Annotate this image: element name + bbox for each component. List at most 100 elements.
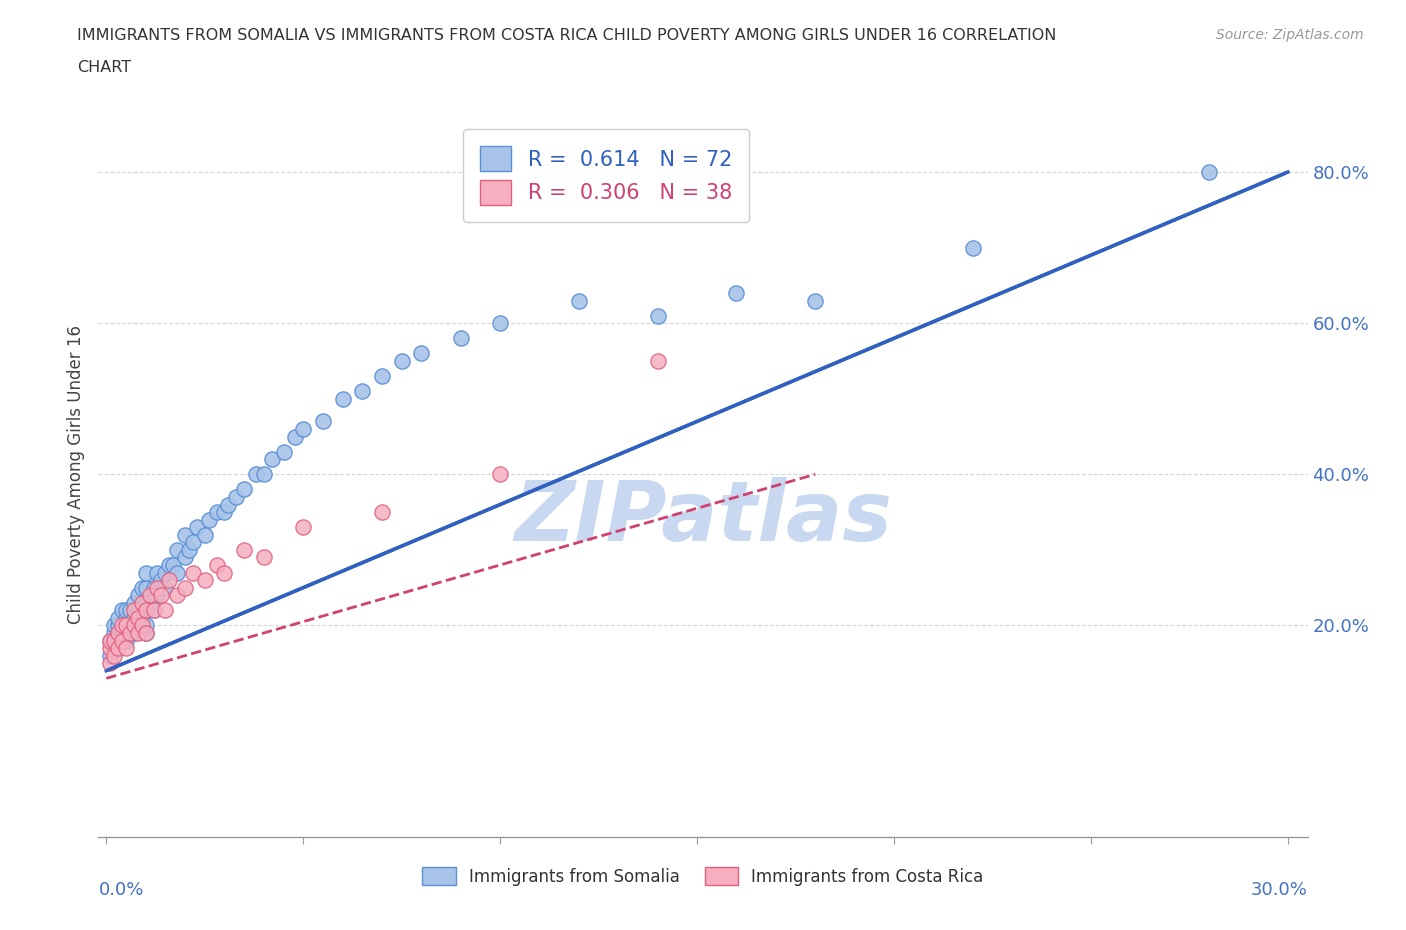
Point: [150, 573, 173, 588]
Point: [292, 421, 315, 436]
Point: [725, 286, 748, 300]
Point: [122, 618, 145, 633]
Point: [450, 331, 472, 346]
Point: [107, 641, 129, 656]
Point: [122, 595, 145, 610]
Text: 0.0%: 0.0%: [98, 881, 143, 898]
Point: [205, 505, 228, 520]
Point: [131, 618, 153, 633]
Point: [142, 603, 165, 618]
Point: [253, 467, 276, 482]
Point: [98, 633, 121, 648]
Point: [115, 633, 138, 648]
Point: [312, 414, 335, 429]
Point: [122, 610, 145, 625]
Point: [135, 595, 157, 610]
Point: [292, 520, 315, 535]
Point: [253, 550, 276, 565]
Point: [127, 618, 149, 633]
Point: [391, 353, 413, 368]
Point: [181, 535, 204, 550]
Point: [146, 580, 169, 595]
Point: [174, 527, 197, 542]
Text: ZIPatlas: ZIPatlas: [515, 477, 891, 558]
Point: [118, 603, 141, 618]
Point: [131, 595, 153, 610]
Point: [111, 633, 134, 648]
Point: [115, 641, 138, 656]
Point: [225, 489, 247, 504]
Point: [568, 293, 591, 308]
Point: [135, 565, 157, 580]
Text: Source: ZipAtlas.com: Source: ZipAtlas.com: [1216, 28, 1364, 42]
Point: [118, 618, 141, 633]
Point: [217, 498, 239, 512]
Point: [371, 505, 394, 520]
Point: [194, 573, 217, 588]
Point: [197, 512, 219, 527]
Point: [233, 542, 256, 557]
Point: [142, 603, 165, 618]
Point: [273, 445, 295, 459]
Point: [135, 626, 157, 641]
Point: [111, 626, 134, 641]
Point: [98, 633, 121, 648]
Point: [135, 603, 157, 618]
Point: [647, 308, 669, 323]
Text: 30.0%: 30.0%: [1251, 881, 1308, 898]
Point: [233, 482, 256, 497]
Point: [166, 542, 188, 557]
Point: [131, 610, 153, 625]
Point: [157, 558, 180, 573]
Point: [489, 316, 512, 331]
Point: [103, 633, 125, 648]
Point: [174, 580, 197, 595]
Point: [115, 610, 138, 625]
Point: [284, 429, 307, 444]
Point: [146, 565, 169, 580]
Point: [111, 618, 134, 633]
Point: [142, 580, 165, 595]
Point: [118, 626, 141, 641]
Point: [150, 588, 173, 603]
Point: [135, 618, 157, 633]
Point: [411, 346, 433, 361]
Point: [332, 392, 354, 406]
Point: [127, 588, 149, 603]
Point: [166, 565, 188, 580]
Point: [122, 603, 145, 618]
Point: [111, 603, 134, 618]
Point: [157, 573, 180, 588]
Point: [146, 588, 169, 603]
Point: [177, 542, 200, 557]
Point: [107, 633, 129, 648]
Point: [1198, 165, 1220, 179]
Point: [103, 648, 125, 663]
Point: [127, 610, 149, 625]
Point: [127, 603, 149, 618]
Point: [135, 626, 157, 641]
Point: [98, 656, 121, 671]
Point: [155, 580, 177, 595]
Point: [214, 505, 236, 520]
Point: [214, 565, 236, 580]
Point: [138, 588, 160, 603]
Point: [962, 240, 984, 255]
Point: [162, 558, 184, 573]
Point: [115, 603, 138, 618]
Point: [98, 648, 121, 663]
Point: [371, 368, 394, 383]
Point: [103, 618, 125, 633]
Point: [205, 558, 228, 573]
Point: [352, 384, 374, 399]
Point: [98, 641, 121, 656]
Point: [127, 626, 149, 641]
Point: [260, 452, 283, 467]
Point: [174, 550, 197, 565]
Point: [194, 527, 217, 542]
Point: [115, 618, 138, 633]
Legend: Immigrants from Somalia, Immigrants from Costa Rica: Immigrants from Somalia, Immigrants from…: [413, 859, 993, 894]
Point: [135, 603, 157, 618]
Text: IMMIGRANTS FROM SOMALIA VS IMMIGRANTS FROM COSTA RICA CHILD POVERTY AMONG GIRLS : IMMIGRANTS FROM SOMALIA VS IMMIGRANTS FR…: [77, 28, 1057, 43]
Point: [186, 520, 208, 535]
